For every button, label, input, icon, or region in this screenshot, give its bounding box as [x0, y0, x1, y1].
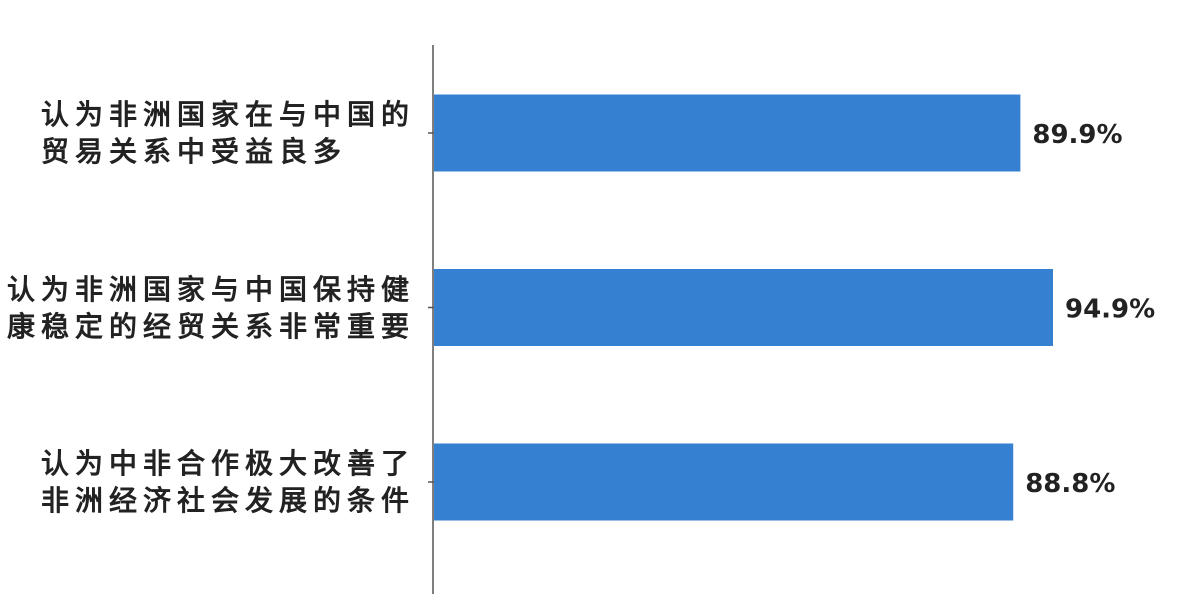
- data-label: 89.9%: [1032, 120, 1122, 150]
- category-label: 认为非洲国家在与中国的 贸易关系中受益良多: [15, 96, 415, 170]
- category-label: 认为非洲国家与中国保持健 康稳定的经贸关系非常重要: [7, 271, 415, 345]
- data-label: 94.9%: [1065, 295, 1155, 325]
- data-label: 88.8%: [1025, 469, 1115, 499]
- bar: [434, 443, 1014, 521]
- bar: [434, 269, 1053, 346]
- category-label-line: 贸易关系中受益良多: [40, 135, 347, 168]
- category-label-line: 认为中非合作极大改善了: [40, 447, 415, 480]
- bar: [434, 94, 1021, 172]
- category-label-line: 认为非洲国家与中国保持健: [6, 272, 415, 306]
- category-label: 认为中非合作极大改善了 非洲经济社会发展的条件: [15, 445, 415, 519]
- category-label-text: 认为中非合作极大改善了 非洲经济社会发展的条件: [41, 445, 415, 519]
- category-label-text: 认为非洲国家与中国保持健 康稳定的经贸关系非常重要: [7, 271, 415, 345]
- category-label-line: 非洲经济社会发展的条件: [40, 484, 415, 517]
- category-label-line: 认为非洲国家在与中国的: [40, 98, 415, 131]
- category-label-line: 康稳定的经贸关系非常重要: [6, 309, 415, 343]
- category-label-text: 认为非洲国家在与中国的 贸易关系中受益良多: [41, 96, 415, 170]
